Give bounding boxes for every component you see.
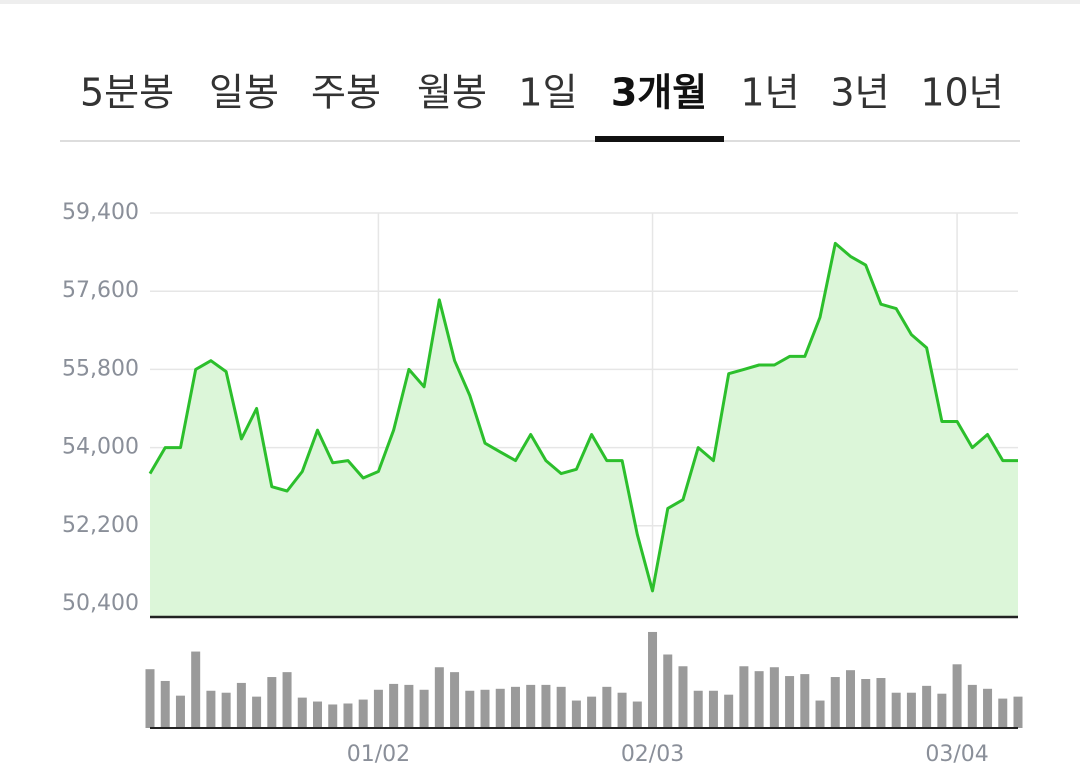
- volume-bar: [404, 684, 414, 728]
- volume-bar: [358, 699, 368, 728]
- volume-bar: [526, 684, 536, 728]
- volume-bar: [434, 667, 444, 728]
- y-tick-label: 50,400: [62, 591, 139, 616]
- volume-bar: [754, 671, 764, 728]
- volume-bar: [602, 686, 612, 728]
- y-tick-label: 52,200: [62, 513, 139, 538]
- volume-bar: [1013, 696, 1023, 728]
- volume-bar: [876, 678, 886, 728]
- volume-bar: [663, 654, 673, 728]
- tab[interactable]: 1일: [518, 71, 577, 115]
- tab[interactable]: 3개월: [611, 71, 707, 115]
- tab[interactable]: 1년: [740, 71, 799, 115]
- price-line: [148, 241, 1018, 593]
- x-tick-label: 02/03: [621, 742, 684, 767]
- volume-bar: [450, 672, 460, 728]
- tab[interactable]: 10년: [920, 71, 1003, 115]
- volume-bar: [891, 692, 901, 728]
- volume-bar: [800, 674, 810, 728]
- tab-underline: [595, 136, 724, 142]
- volume-bar: [861, 679, 871, 728]
- volume-bar: [983, 688, 993, 728]
- volume-bar: [480, 689, 490, 728]
- volume-bar: [510, 686, 520, 728]
- y-tick-label: 55,800: [62, 356, 139, 381]
- volume-bar: [373, 689, 383, 728]
- volume-bar: [724, 694, 734, 728]
- volume-bar: [693, 690, 703, 728]
- volume-bar: [221, 692, 231, 728]
- price-area: [150, 243, 1018, 617]
- y-tick-label: 54,000: [62, 435, 139, 460]
- volume-bar: [937, 693, 947, 728]
- volume-bar: [845, 670, 855, 728]
- volume-bar: [678, 666, 688, 728]
- volume-bar: [648, 631, 658, 728]
- tabs: 5분봉 일봉 주봉 월봉 1일 3개월 1년 3년 10년: [80, 71, 1004, 142]
- volume-bar: [998, 698, 1008, 728]
- volume-bar: [785, 676, 795, 728]
- volume-bar: [587, 696, 597, 728]
- volume-bar: [267, 677, 277, 728]
- top-bar: [0, 0, 1080, 4]
- volume-bar: [571, 700, 581, 728]
- volume-bar: [160, 680, 170, 728]
- volume-bar: [708, 690, 718, 728]
- tab[interactable]: 월봉: [417, 71, 487, 115]
- volume-bar: [389, 683, 399, 728]
- volume-bar: [922, 685, 932, 728]
- volume-bar: [815, 700, 825, 728]
- volume-bar: [465, 690, 475, 728]
- y-tick-label: 59,400: [62, 200, 139, 225]
- volume-bar: [252, 696, 262, 728]
- volume-bar: [967, 684, 977, 728]
- volume-bar: [328, 704, 338, 728]
- x-tick-label: 01/02: [347, 742, 410, 767]
- chart: 59,400 57,600 55,800 54,000 52,200 50,400 01/0…: [62, 200, 1023, 767]
- volume-bar: [282, 672, 292, 728]
- volume-bar: [419, 689, 429, 728]
- volume-bar: [617, 692, 627, 728]
- tab[interactable]: 일봉: [209, 71, 279, 115]
- volume-bar: [175, 695, 185, 728]
- volume-bar: [495, 688, 505, 728]
- volume-bar: [236, 682, 246, 728]
- volume-bar: [145, 669, 155, 728]
- volume-bar: [769, 667, 779, 728]
- x-tick-label: 03/04: [925, 742, 988, 767]
- volume-bar: [830, 677, 840, 728]
- tab[interactable]: 주봉: [311, 71, 381, 115]
- volume-bar: [556, 686, 566, 728]
- volume-bar: [739, 666, 749, 728]
- volume-bar: [952, 664, 962, 728]
- tab[interactable]: 5분봉: [80, 71, 174, 115]
- volume-bar: [541, 684, 551, 728]
- volume-bar: [343, 703, 353, 728]
- tab[interactable]: 3년: [830, 71, 889, 115]
- volume-bar: [297, 697, 307, 728]
- y-tick-label: 57,600: [62, 278, 139, 303]
- volume-bar: [632, 701, 642, 728]
- volume-bar: [191, 651, 201, 728]
- volume-bar: [906, 692, 916, 728]
- volume-bar: [206, 690, 216, 728]
- volume-bar: [313, 701, 323, 728]
